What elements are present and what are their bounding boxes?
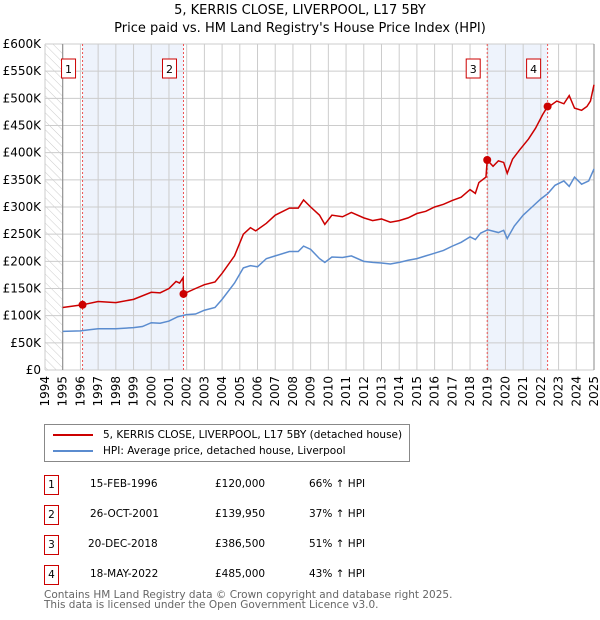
- x-tick-label: 2015: [410, 376, 424, 407]
- x-tick-label: 2011: [339, 376, 353, 407]
- x-tick-label: 2002: [180, 376, 194, 407]
- sale-row: 4 18-MAY-2022 £485,000 43% ↑ HPI: [44, 565, 444, 585]
- legend-swatch-red: [53, 434, 93, 436]
- sale-number-badge: 4: [44, 565, 59, 585]
- sale-hpi-change: 51% ↑ HPI: [309, 538, 366, 550]
- sale-label-box: [526, 58, 542, 79]
- x-tick-label: 2008: [286, 376, 300, 407]
- sale-number-badge: 3: [44, 535, 59, 555]
- x-tick-label: 2016: [428, 376, 442, 407]
- x-tick-label: 1995: [56, 376, 70, 407]
- y-tick-label: £600K: [3, 37, 43, 51]
- x-tick-label: 1999: [127, 376, 141, 407]
- sale-date: 20-DEC-2018: [88, 538, 158, 550]
- x-tick-label: 2010: [321, 376, 335, 407]
- footer-line: Contains HM Land Registry data © Crown c…: [44, 589, 453, 601]
- x-tick-label: 2022: [534, 376, 548, 407]
- x-tick-label: 2024: [569, 376, 583, 407]
- sale-point: [179, 289, 188, 298]
- y-tick-label: £400K: [3, 146, 43, 160]
- y-tick-label: £300K: [3, 200, 43, 214]
- sale-number-badge: 2: [44, 505, 59, 525]
- y-tick-label: £200K: [3, 254, 43, 268]
- sale-date: 15-FEB-1996: [90, 478, 158, 490]
- x-tick-label: 2003: [197, 376, 211, 407]
- x-tick-label: 1996: [73, 376, 87, 407]
- y-tick-label: £250K: [3, 227, 43, 241]
- legend-label: HPI: Average price, detached house, Live…: [103, 445, 346, 457]
- sale-label-box: [161, 58, 177, 79]
- x-tick-label: 1998: [109, 376, 123, 407]
- sale-label: 2: [166, 63, 173, 76]
- sale-row: 1 15-FEB-1996 £120,000 66% ↑ HPI: [44, 475, 444, 495]
- x-tick-label: 1994: [38, 376, 52, 407]
- footer-line: This data is licensed under the Open Gov…: [44, 599, 379, 611]
- x-tick-label: 2001: [162, 376, 176, 407]
- legend-swatch-blue: [53, 450, 93, 452]
- legend-item-hpi: HPI: Average price, detached house, Live…: [53, 445, 346, 457]
- footer: Contains HM Land Registry data © Crown c…: [44, 589, 453, 611]
- sale-price: £386,500: [215, 538, 266, 550]
- sale-date: 26-OCT-2001: [90, 508, 159, 520]
- sale-label: 4: [530, 63, 537, 76]
- x-tick-label: 2012: [357, 376, 371, 407]
- x-tick-label: 2025: [587, 376, 600, 407]
- y-tick-label: £500K: [3, 91, 43, 105]
- x-tick-label: 2013: [374, 376, 388, 407]
- sale-label: 1: [65, 63, 72, 76]
- x-tick-label: 2023: [552, 376, 566, 407]
- y-tick-label: £450K: [3, 119, 43, 133]
- x-tick-label: 2019: [481, 376, 495, 407]
- sale-price: £485,000: [215, 568, 266, 580]
- sale-hpi-change: 66% ↑ HPI: [309, 478, 366, 490]
- sale-date: 18-MAY-2022: [90, 568, 159, 580]
- legend: 5, KERRIS CLOSE, LIVERPOOL, L17 5BY (det…: [44, 424, 410, 462]
- y-tick-label: £0: [26, 363, 41, 377]
- x-tick-label: 2020: [498, 376, 512, 407]
- sale-point: [78, 300, 87, 309]
- y-tick-label: £550K: [3, 64, 43, 78]
- x-tick-label: 2004: [215, 376, 229, 407]
- title-line: 5, KERRIS CLOSE, LIVERPOOL, L17 5BY: [174, 3, 426, 18]
- x-tick-label: 2009: [304, 376, 318, 407]
- y-tick-label: £50K: [10, 336, 42, 350]
- sale-label: 3: [470, 63, 477, 76]
- y-tick-label: £350K: [3, 173, 43, 187]
- sale-point: [483, 156, 492, 165]
- price-chart: £0 £50K £100K £150K £200K £250K £300K £350K £400…: [3, 37, 600, 407]
- x-tick-label: 2018: [463, 376, 477, 407]
- y-tick-label: £150K: [3, 282, 43, 296]
- x-tick-label: 2014: [392, 376, 406, 407]
- x-tick-label: 2000: [144, 376, 158, 407]
- y-tick-label: £100K: [3, 309, 43, 323]
- sale-point: [543, 102, 552, 111]
- x-tick-label: 1997: [91, 376, 105, 407]
- hpi-line: [62, 168, 595, 333]
- x-tick-label: 2021: [516, 376, 530, 407]
- sale-row: 3 20-DEC-2018 £386,500 51% ↑ HPI: [44, 535, 444, 555]
- x-tick-label: 2017: [445, 376, 459, 407]
- sale-label-box: [61, 58, 77, 79]
- chart-title: 5, KERRIS CLOSE, LIVERPOOL, L17 5BY Price…: [0, 2, 600, 38]
- subtitle-line: Price paid vs. HM Land Registry's House …: [114, 21, 486, 36]
- x-tick-label: 2006: [251, 376, 265, 407]
- legend-label: 5, KERRIS CLOSE, LIVERPOOL, L17 5BY (det…: [103, 429, 403, 441]
- legend-item-property: 5, KERRIS CLOSE, LIVERPOOL, L17 5BY (det…: [53, 429, 402, 441]
- sale-row: 2 26-OCT-2001 £139,950 37% ↑ HPI: [44, 505, 444, 525]
- sale-price: £139,950: [215, 508, 266, 520]
- sale-number-badge: 1: [44, 475, 59, 495]
- sale-hpi-change: 43% ↑ HPI: [309, 568, 366, 580]
- x-tick-label: 2005: [233, 376, 247, 407]
- x-tick-label: 2007: [268, 376, 282, 407]
- sale-label-box: [465, 58, 481, 79]
- sale-hpi-change: 37% ↑ HPI: [309, 508, 366, 520]
- sale-price: £120,000: [215, 478, 266, 490]
